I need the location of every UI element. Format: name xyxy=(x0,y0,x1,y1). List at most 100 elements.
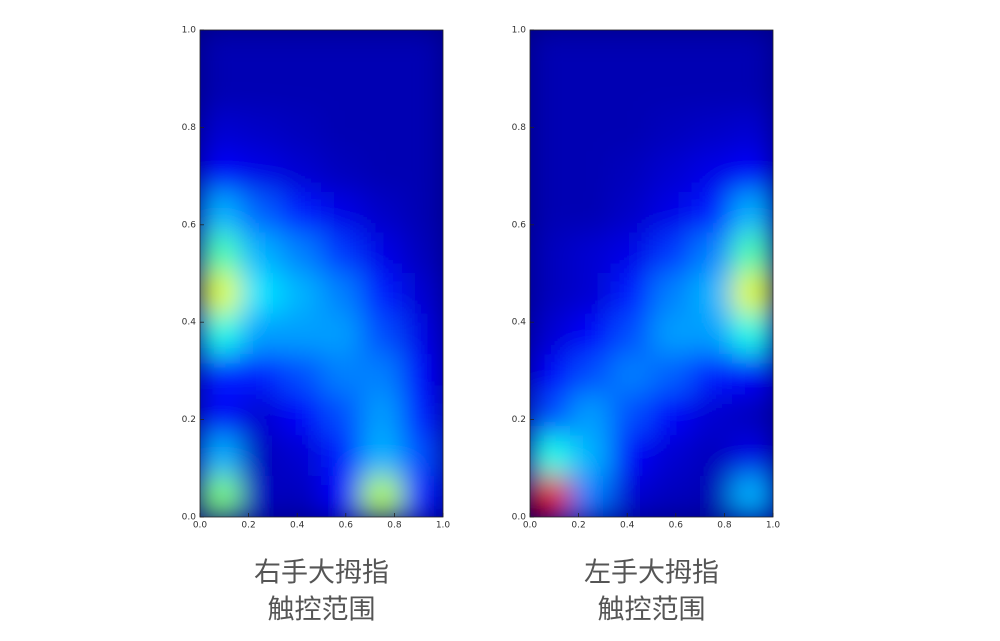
heatmap-cell xyxy=(361,475,403,517)
heatmap-cell xyxy=(570,273,612,315)
heatmap-cell xyxy=(691,273,733,315)
heatmap-cell xyxy=(402,313,443,356)
heatmap-cell xyxy=(240,273,282,315)
heatmap-cell xyxy=(402,70,443,112)
heatmap-cell xyxy=(732,70,773,112)
heatmap-cell xyxy=(280,232,322,274)
heatmap-cell xyxy=(530,151,571,193)
heatmap-cell xyxy=(321,191,363,234)
heatmap-cell xyxy=(361,110,403,153)
heatmap-cell xyxy=(570,30,612,72)
heatmap-cell xyxy=(240,475,282,517)
heatmap-cell xyxy=(530,435,571,477)
x-tick-label: 0.4 xyxy=(620,521,635,531)
heatmap-cell xyxy=(321,354,363,396)
heatmap-cell xyxy=(732,273,773,315)
heatmap-cell xyxy=(321,475,363,517)
heatmap-cell xyxy=(240,30,282,72)
heatmap-cell xyxy=(280,313,322,356)
heatmap-cell xyxy=(610,232,652,274)
heatmap-cell xyxy=(651,273,693,315)
heatmap xyxy=(530,30,773,517)
heatmap-cell xyxy=(402,435,443,477)
heatmap-cell xyxy=(361,30,403,72)
x-tick-label: 1.0 xyxy=(766,521,781,531)
heatmap-cell xyxy=(240,110,282,153)
heatmap-cell xyxy=(651,354,693,396)
heatmap-cell xyxy=(651,394,693,437)
heatmap-cell xyxy=(651,191,693,234)
heatmap-cell xyxy=(321,232,363,274)
heatmap-cell xyxy=(321,70,363,112)
heatmap-cell xyxy=(610,394,652,437)
heatmap-cell xyxy=(402,191,443,234)
heatmap-cell xyxy=(570,313,612,356)
heatmap-cell xyxy=(691,70,733,112)
heatmap-cell xyxy=(732,191,773,234)
heatmap-cell xyxy=(610,30,652,72)
heatmap-cell xyxy=(402,475,443,517)
heatmap-cell xyxy=(361,354,403,396)
heatmap-cell xyxy=(732,232,773,274)
heatmap-cells xyxy=(530,30,773,517)
heatmap-cell xyxy=(361,435,403,477)
heatmap-cell xyxy=(530,110,571,153)
heatmap-cells xyxy=(200,30,443,517)
heatmap-cell xyxy=(691,354,733,396)
plot-frame xyxy=(529,29,774,518)
heatmap-cell xyxy=(610,191,652,234)
x-tick-label: 0.0 xyxy=(193,521,208,531)
y-tick-label: 0.2 xyxy=(182,415,196,425)
plot-frame xyxy=(199,29,444,518)
heatmap-cell xyxy=(651,70,693,112)
heatmap-cell xyxy=(361,151,403,193)
heatmap-cell xyxy=(610,70,652,112)
heatmap-cell xyxy=(570,354,612,396)
heatmap-cell xyxy=(200,354,241,396)
heatmap-cell xyxy=(402,273,443,315)
heatmap-cell xyxy=(240,313,282,356)
heatmap-cell xyxy=(240,232,282,274)
heatmap-cell xyxy=(610,475,652,517)
heatmap-cell xyxy=(570,475,612,517)
heatmap-cell xyxy=(200,30,241,72)
heatmap-cell xyxy=(280,110,322,153)
caption: 左手大拇指 xyxy=(584,558,719,589)
heatmap-cell xyxy=(570,151,612,193)
x-tick-label: 0.2 xyxy=(571,521,585,531)
heatmap-cell xyxy=(402,354,443,396)
heatmap-cell xyxy=(361,394,403,437)
heatmap-cell xyxy=(530,475,571,517)
heatmap-cell xyxy=(530,70,571,112)
heatmap-cell xyxy=(361,70,403,112)
heatmap-cell xyxy=(570,110,612,153)
x-tick-label: 0.6 xyxy=(669,521,684,531)
heatmap-cell xyxy=(200,475,241,517)
heatmap-cell xyxy=(402,394,443,437)
heatmap-cell xyxy=(691,435,733,477)
y-tick-label: 0.6 xyxy=(182,220,197,230)
heatmap-cell xyxy=(732,475,773,517)
heatmap-cell xyxy=(732,354,773,396)
y-tick-label: 0.4 xyxy=(512,318,527,328)
heatmap-cell xyxy=(691,475,733,517)
heatmap-cell xyxy=(321,313,363,356)
heatmap-cell xyxy=(651,151,693,193)
heatmap-cell xyxy=(200,435,241,477)
heatmap-cell xyxy=(691,191,733,234)
heatmap-cell xyxy=(691,313,733,356)
heatmap-cell xyxy=(732,435,773,477)
heatmap-cell xyxy=(321,30,363,72)
heatmap-cell xyxy=(280,273,322,315)
x-tick-label: 0.0 xyxy=(523,521,538,531)
heatmap-cell xyxy=(651,110,693,153)
y-tick-label: 0.8 xyxy=(182,123,197,133)
heatmap-cell xyxy=(691,30,733,72)
heatmap-cell xyxy=(200,313,241,356)
heatmap-cell xyxy=(200,151,241,193)
heatmap-cell xyxy=(651,30,693,72)
heatmap-cell xyxy=(402,30,443,72)
heatmap-cell xyxy=(610,151,652,193)
heatmap-cell xyxy=(570,394,612,437)
